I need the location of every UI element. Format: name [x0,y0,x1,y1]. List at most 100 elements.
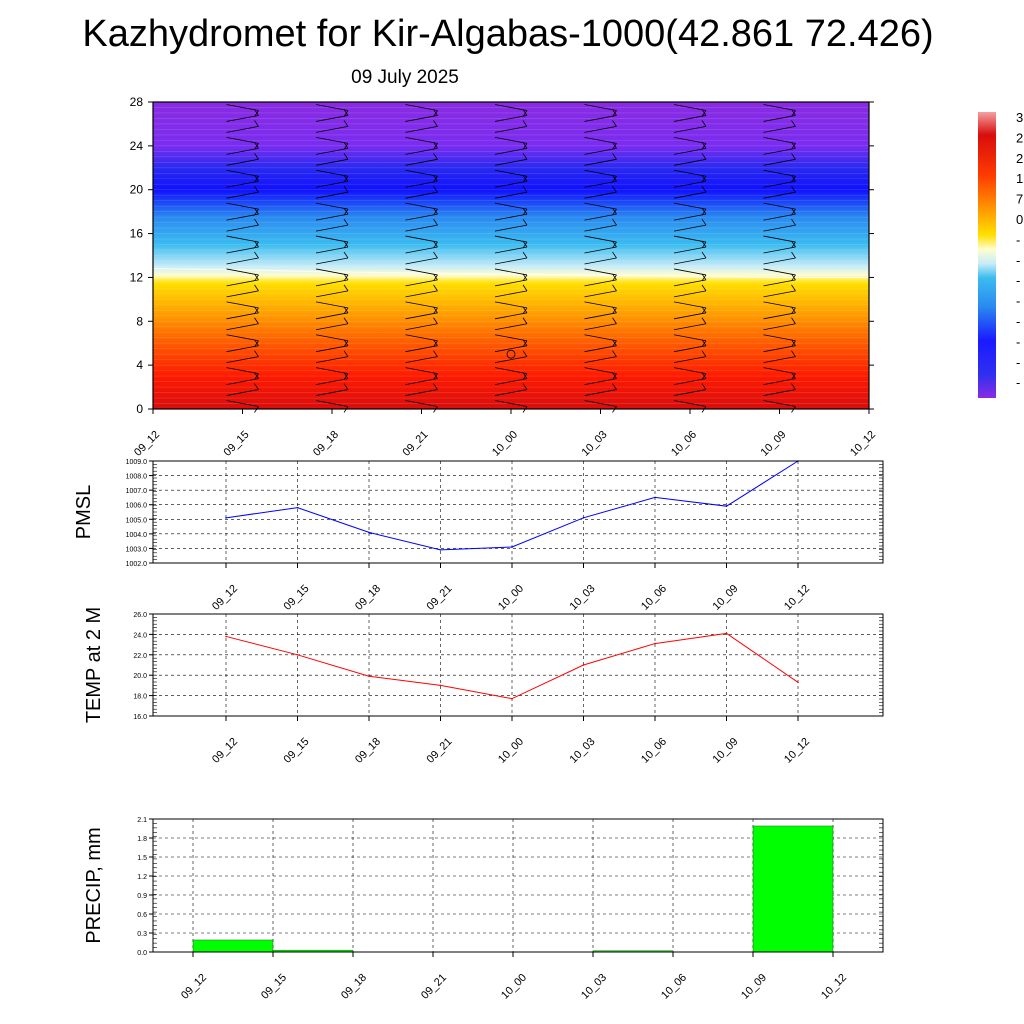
wind-barb-flag [343,372,349,379]
temp-data-point [582,664,585,666]
plot-frame [152,613,884,717]
wind-barb [494,356,528,364]
wind-barb [405,147,438,155]
wind-barb-flag [791,175,796,182]
wind-barb [584,301,617,309]
wind-barb-flag [791,240,796,248]
wind-barb-flag [433,350,438,357]
wind-barb [673,356,707,364]
wind-barb [315,213,349,221]
wind-barb-flag [612,218,617,226]
wind-barb [763,389,796,396]
pmsl-data-point [225,517,227,519]
wind-barb [584,312,617,320]
wind-barb-flag [612,208,617,216]
wind-barb [673,202,707,210]
colorbar-tick-label: 2 [1016,151,1023,166]
wind-barb [315,158,349,166]
wind-barb-flag [433,153,438,160]
wind-barb [405,169,438,177]
wind-barb [763,180,796,188]
wind-barb [763,345,796,353]
wind-barb [673,312,707,320]
x-tick-label: 10_00 [496,736,526,766]
wind-barb-flag [343,208,349,216]
wind-barb-flag [254,383,259,390]
wind-barb [315,323,349,331]
wind-barb [315,126,349,133]
wind-barb-flag [791,185,796,193]
wind-barb [405,246,438,254]
x-tick-label: 09_12 [210,583,240,613]
wind-barb-flag [612,175,617,182]
wind-barb-flag [612,176,617,183]
wind-barb-flag [612,317,617,324]
wind-barb-flag [254,176,259,183]
x-tick-label: 09_18 [311,429,341,459]
pmsl-data-point [582,517,585,519]
wind-barb [673,290,707,298]
temp-panel: 16.0 18.0 20.0 22.0 24.0 26.0 09_12 09_15 09_18 0… [83,607,884,766]
wind-barb-flag [433,142,438,149]
wind-barb [226,104,259,111]
wind-barb-flag [612,340,617,347]
wind-barb [763,224,796,232]
wind-barb [763,246,796,254]
wind-barb-flag [433,241,438,249]
wind-barb [494,290,528,298]
y-tick-label: 0.9 [137,893,147,900]
pmsl-data-point [654,496,656,499]
wind-barb [673,378,707,385]
wind-barb [584,126,617,133]
wind-barb [494,301,528,309]
wind-barb [673,389,707,396]
wind-barb [494,323,528,331]
x-tick-label: 09_18 [339,972,369,1002]
wind-barb-flag [433,207,438,215]
wind-barb-flag [791,142,796,149]
wind-barb [494,389,528,396]
wind-barb-flag [343,350,349,357]
wind-barb [226,378,259,385]
wind-barb-flag [522,284,528,292]
wind-barb [494,136,528,144]
wind-barb [226,290,259,298]
x-tick-label: 10_12 [782,736,812,766]
wind-barb [405,301,438,309]
wind-barb [584,136,617,144]
wind-barb-flag [433,176,438,183]
wind-barb [405,180,438,188]
y-tick-label: 1009.0 [126,459,148,466]
wind-barb [673,268,707,276]
wind-barb [226,191,259,199]
x-tick-label: 09_21 [425,583,455,613]
wind-barb-flag [701,317,707,324]
wind-barb-flag [701,251,707,259]
wind-barb [763,279,796,287]
wind-barb [673,400,707,407]
colorbar: 3 2 2 1 7 0 - - - - - - - - [978,110,1023,398]
wind-barb [673,158,707,166]
wind-barb-flag [522,142,528,149]
wind-barb [673,323,707,331]
wind-barb-flag [343,306,349,314]
wind-barb-flag [791,109,796,116]
page-title: Kazhydromet for Kir-Algabas-1000(42.861 … [82,13,934,55]
wind-barb-flag [433,273,438,281]
colorbar-tick-label: 1 [1016,171,1023,186]
y-tick-label: 16 [130,227,144,241]
wind-barb [584,104,617,111]
x-tick-label: 10_03 [568,583,598,613]
x-tick-label: 09_21 [401,429,431,459]
x-tick-label: 10_09 [759,429,789,459]
wind-barb [673,126,707,133]
wind-barb [494,147,528,155]
wind-barb-flag [522,372,528,379]
wind-barb [584,400,617,407]
wind-barb-flag [791,143,796,150]
wind-barb-flag [343,143,349,150]
wind-barb [315,104,349,111]
colorbar-tick-label: - [1016,253,1020,268]
wind-barb-flag [433,109,438,116]
wind-barb [494,115,528,122]
